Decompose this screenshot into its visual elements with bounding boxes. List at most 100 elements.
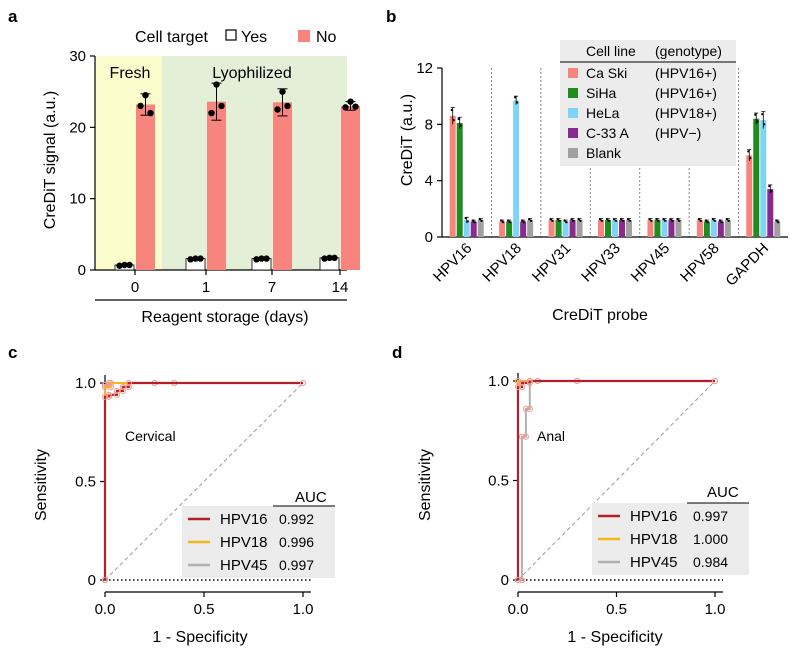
roc-marker: [107, 383, 115, 391]
legend-auc-value: 0.992: [279, 511, 314, 527]
panel-b-xtick-label: HPV31: [529, 240, 575, 286]
panel-b-legend-header-genotype: (genotype): [655, 43, 722, 59]
roc-marker: [518, 383, 526, 391]
bar-blank-hpv33: [626, 220, 632, 237]
data-point: [452, 119, 455, 122]
legend-label: HPV16: [630, 508, 678, 525]
data-point: [763, 123, 766, 126]
panel-d-annotation: Anal: [537, 428, 565, 444]
data-point: [579, 219, 582, 222]
roc-marker: [526, 405, 533, 412]
bar-blank-hpv45: [675, 220, 682, 237]
roc-marker: [113, 387, 120, 394]
bar-hela-hpv45: [661, 220, 668, 237]
ytick-label: 0: [501, 572, 509, 589]
bar-siha-hpv33: [605, 220, 611, 237]
bar-c-33-a-gapdh: [767, 189, 774, 237]
legend-auc-value: 0.997: [279, 557, 314, 573]
data-point: [187, 256, 194, 263]
data-point: [116, 262, 123, 269]
data-point: [699, 219, 702, 222]
data-point: [718, 219, 721, 222]
data-point: [459, 124, 462, 127]
legend-label: HPV45: [220, 557, 268, 574]
data-point: [756, 120, 759, 123]
legend-auc-value: 0.984: [693, 554, 728, 570]
bar-blank-hpv18: [527, 220, 534, 237]
data-point: [662, 218, 665, 221]
bar-no-day-7: [273, 102, 292, 270]
bar-ca-ski-gapdh: [746, 155, 753, 237]
data-point: [565, 221, 568, 224]
data-point: [612, 218, 616, 221]
data-point: [570, 218, 573, 221]
data-point: [521, 219, 524, 222]
roc-marker: [299, 379, 307, 387]
data-point: [628, 219, 632, 222]
data-point: [657, 219, 660, 222]
data-point: [551, 219, 554, 222]
ytick-label: 0.5: [75, 474, 96, 491]
bar-blank-gapdh: [774, 221, 781, 237]
data-point: [450, 108, 453, 112]
data-point: [648, 218, 651, 221]
data-point: [678, 219, 681, 222]
panel-a-xtick-label: 0: [131, 279, 139, 296]
panel-d-ylabel: Sensitivity: [417, 449, 434, 521]
roc-marker: [518, 576, 526, 584]
bar-hela-gapdh: [760, 120, 767, 237]
panel-b-xtick-label: HPV33: [578, 240, 624, 286]
data-point: [598, 218, 602, 221]
panel-label-b: b: [386, 7, 396, 26]
data-point: [218, 102, 225, 110]
data-point: [464, 217, 467, 220]
data-point: [605, 218, 609, 221]
data-point: [697, 218, 700, 221]
ytick-label: 0: [88, 572, 96, 589]
legend-swatch-c-33-a: [568, 128, 578, 138]
data-point: [352, 103, 359, 110]
ytick-label: 0.5: [488, 473, 509, 490]
legend-label: HPV18: [220, 534, 268, 551]
data-point: [761, 113, 764, 116]
data-point: [516, 101, 519, 104]
legend-yes-label: Yes: [241, 29, 267, 46]
bar-blank-hpv31: [576, 220, 583, 237]
bar-hela-hpv33: [612, 220, 618, 237]
roc-marker: [522, 433, 529, 440]
data-point: [126, 261, 133, 269]
data-point: [747, 150, 750, 153]
xtick-label: 0.0: [508, 601, 529, 618]
panel-c-ylabel: Sensitivity: [33, 449, 50, 521]
legend-swatch-hela: [568, 108, 578, 118]
panel-b-xtick-label: HPV45: [628, 240, 674, 286]
data-point: [192, 255, 199, 262]
legend-genotype: (HPV16+): [655, 65, 717, 81]
data-point: [727, 219, 730, 222]
panel-c-chart: Sensitivity 1 - Specificity Cervical AUC…: [33, 375, 335, 646]
panel-b-ytick-label: 12: [416, 60, 433, 77]
data-point: [137, 102, 144, 110]
panel-b-xtick-label: GAPDH: [722, 240, 772, 290]
bar-siha-hpv31: [555, 220, 562, 237]
roc-marker: [119, 387, 126, 394]
bar-ca-ski-hpv31: [548, 220, 555, 237]
panel-d-chart: Sensitivity 1 - Specificity Anal AUC 0 0.…: [417, 373, 749, 646]
ytick-label: 1.0: [75, 375, 96, 392]
data-point: [572, 219, 575, 222]
data-point: [331, 254, 338, 262]
panel-a-chart: CreDiT signal (a.u.) Cell target Yes No …: [42, 29, 360, 326]
bar-siha-hpv58: [703, 221, 710, 237]
legend-auc-value: 1.000: [693, 531, 728, 547]
panel-b-legend-bg: [560, 40, 736, 166]
data-point: [770, 190, 773, 193]
data-point: [480, 219, 483, 222]
panel-a-legend-title: Cell target: [135, 29, 208, 46]
bar-siha-hpv18: [506, 221, 513, 237]
legend-swatch-ca-ski: [568, 68, 578, 78]
data-point: [626, 218, 630, 221]
legend-auc-value: 0.997: [693, 508, 728, 524]
panel-d-auc-header: AUC: [707, 484, 739, 501]
bar-hela-hpv31: [562, 221, 569, 237]
